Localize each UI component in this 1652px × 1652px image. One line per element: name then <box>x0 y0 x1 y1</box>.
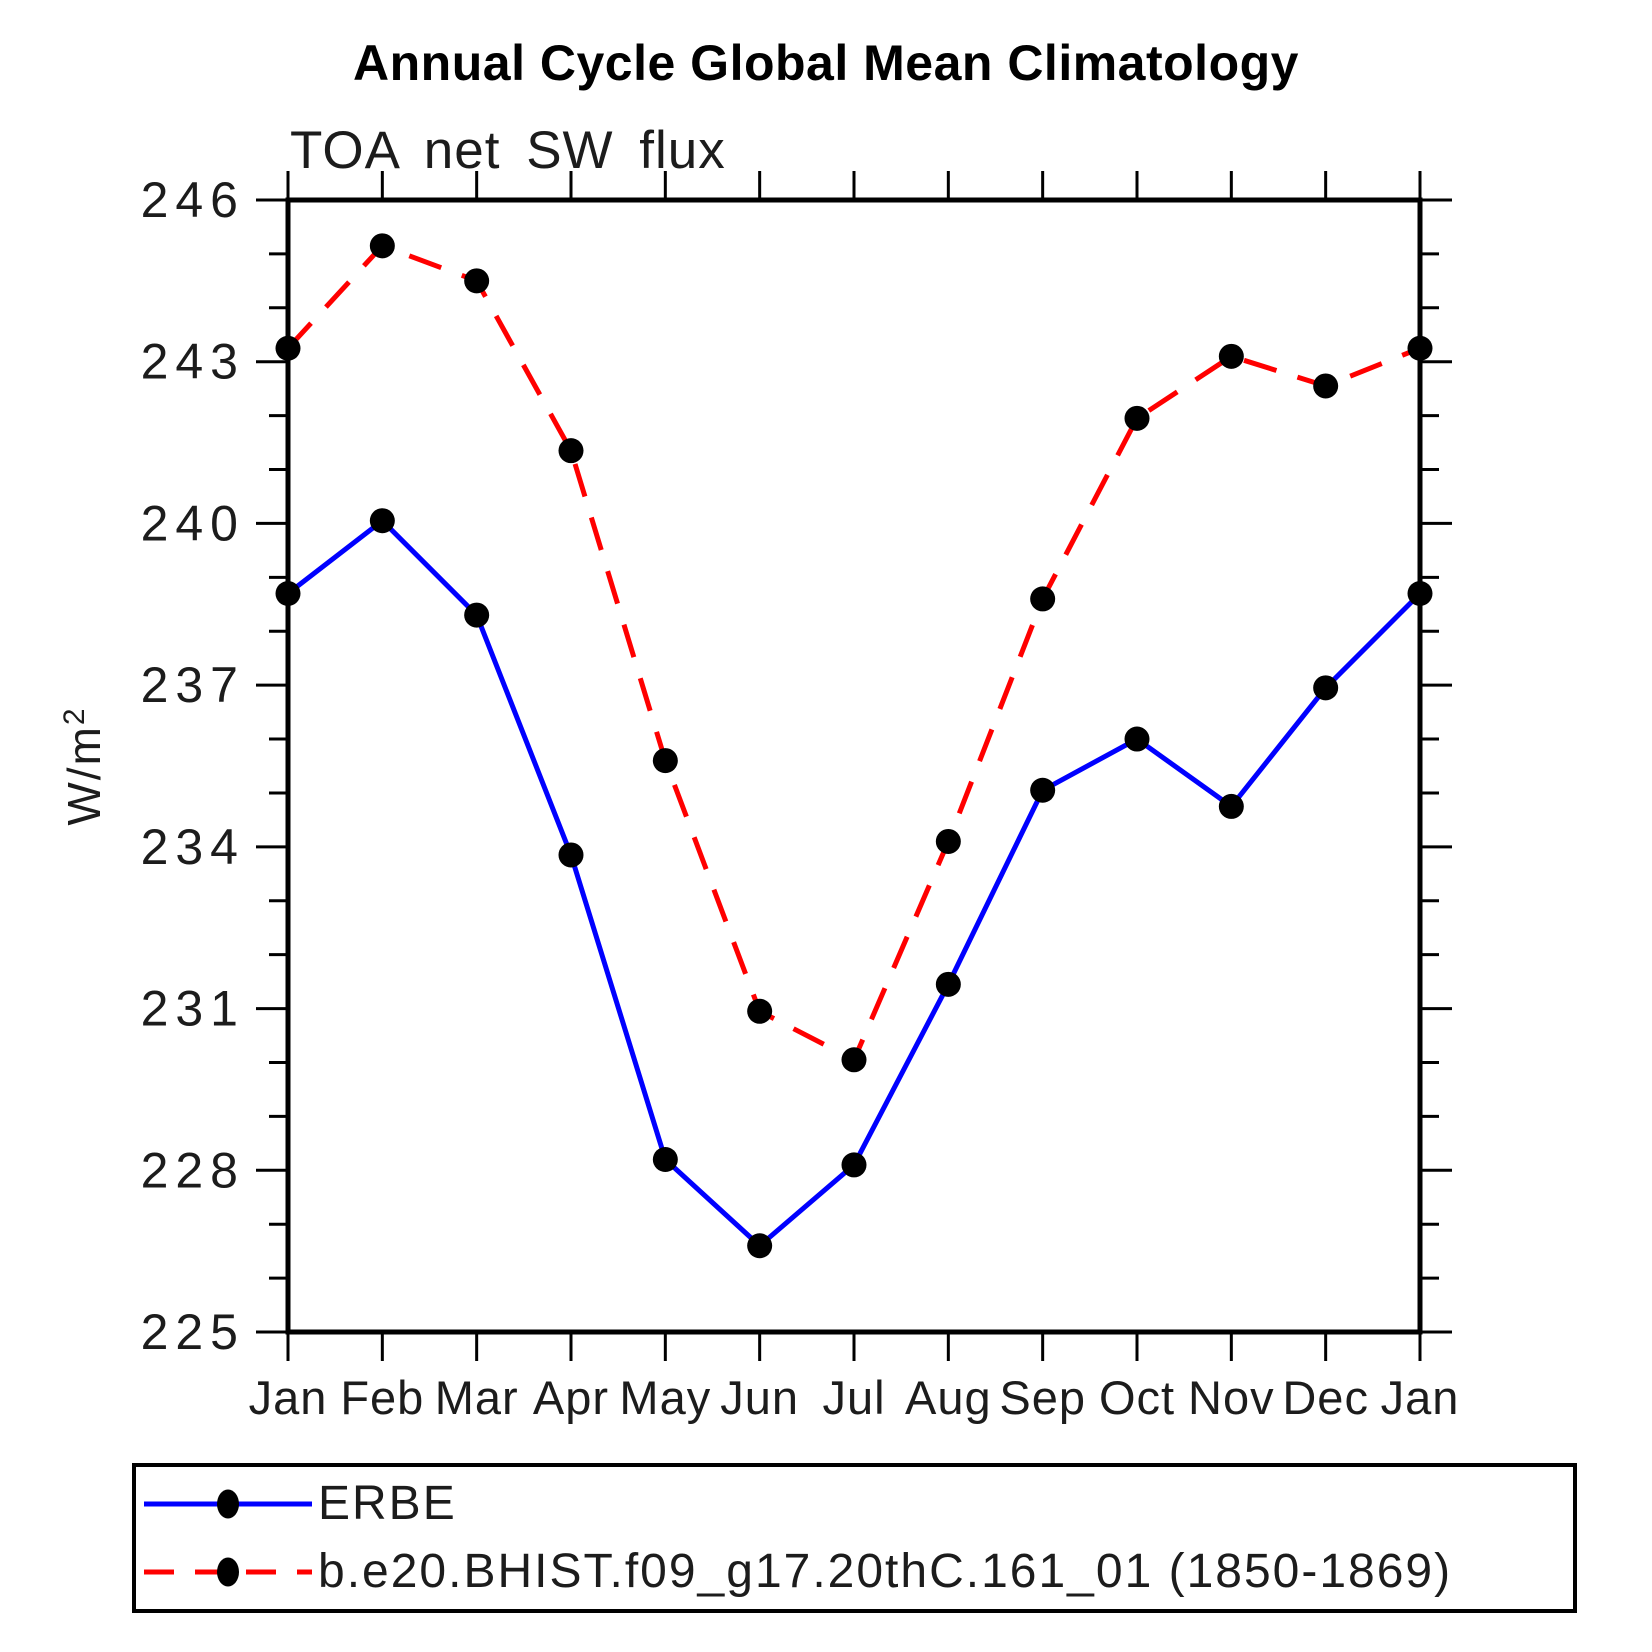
legend-marker-dot <box>217 1489 239 1519</box>
x-tick-label: Jul <box>822 1371 885 1424</box>
x-tick-label: Feb <box>340 1371 424 1424</box>
x-tick-label: Sep <box>999 1371 1086 1424</box>
series-1-data-point <box>1407 335 1433 361</box>
series-0-data-point <box>652 1147 678 1173</box>
series-1-data-point <box>275 335 301 361</box>
y-tick-label: 228 <box>141 1142 245 1198</box>
legend-item-erbe: ERBE <box>142 1473 1573 1535</box>
series-1-data-point <box>841 1047 867 1073</box>
series-1-data-point <box>369 233 395 259</box>
series-1-data-point <box>747 998 773 1024</box>
x-tick-label: Jun <box>720 1371 799 1424</box>
series-0-data-point <box>1030 777 1056 803</box>
y-tick-label: 240 <box>141 495 245 551</box>
series-1-data-point <box>1218 343 1244 369</box>
y-tick-label: 234 <box>141 819 245 875</box>
y-axis-title: W/m2 <box>58 706 110 825</box>
x-tick-label: Nov <box>1188 1371 1275 1424</box>
legend-label-erbe: ERBE <box>318 1477 457 1530</box>
series-1-data-point <box>1124 405 1150 431</box>
chart-title: Annual Cycle Global Mean Climatology <box>353 35 1299 91</box>
y-tick-label: 225 <box>141 1304 245 1360</box>
x-tick-label: Mar <box>435 1371 519 1424</box>
y-tick-label: 246 <box>141 172 245 228</box>
legend-marker-dot <box>217 1557 239 1587</box>
legend-swatch-solid-line <box>144 1489 312 1519</box>
series-0-data-point <box>935 971 961 997</box>
legend-item-model: b.e20.BHIST.f09_g17.20thC.161_01 (1850-1… <box>142 1541 1573 1603</box>
y-tick-label: 231 <box>141 981 245 1037</box>
series-0-data-point <box>1124 726 1150 752</box>
chart-subtitle: TOA net SW flux <box>290 121 726 180</box>
y-tick-label: 237 <box>141 657 245 713</box>
x-tick-label: May <box>619 1371 711 1424</box>
series-line-1 <box>286 242 1421 1064</box>
x-tick-label: Jan <box>249 1371 328 1424</box>
series-line-0 <box>286 517 1422 1250</box>
series-1-data-point <box>1030 586 1056 612</box>
series-1-data-point <box>558 438 584 464</box>
series-0-data-point <box>1313 675 1339 701</box>
series-0-data-point <box>1218 793 1244 819</box>
x-tick-label: Dec <box>1282 1371 1369 1424</box>
legend-swatch-dashed-line <box>144 1557 312 1587</box>
x-tick-label: Aug <box>905 1371 992 1424</box>
x-tick-label: Apr <box>533 1371 609 1424</box>
series-0-data-point <box>464 602 490 628</box>
series-0-data-point <box>558 842 584 868</box>
series-1-data-point <box>464 268 490 294</box>
series-0-data-point <box>275 581 301 607</box>
series-1-data-point <box>1313 373 1339 399</box>
x-tick-label: Oct <box>1099 1371 1175 1424</box>
series-0-data-point <box>1407 581 1433 607</box>
series-1-data-point <box>935 828 961 854</box>
series-0-data-point <box>841 1152 867 1178</box>
series-0-data-point <box>369 508 395 534</box>
series-0-data-point <box>747 1233 773 1259</box>
y-tick-label: 243 <box>141 334 245 390</box>
x-tick-label: Jan <box>1381 1371 1460 1424</box>
series-1-data-point <box>652 748 678 774</box>
legend-box: ERBE b.e20.BHIST.f09_g17.20thC.161_01 (1… <box>132 1463 1577 1613</box>
legend-label-model: b.e20.BHIST.f09_g17.20thC.161_01 (1850-1… <box>318 1545 1453 1598</box>
